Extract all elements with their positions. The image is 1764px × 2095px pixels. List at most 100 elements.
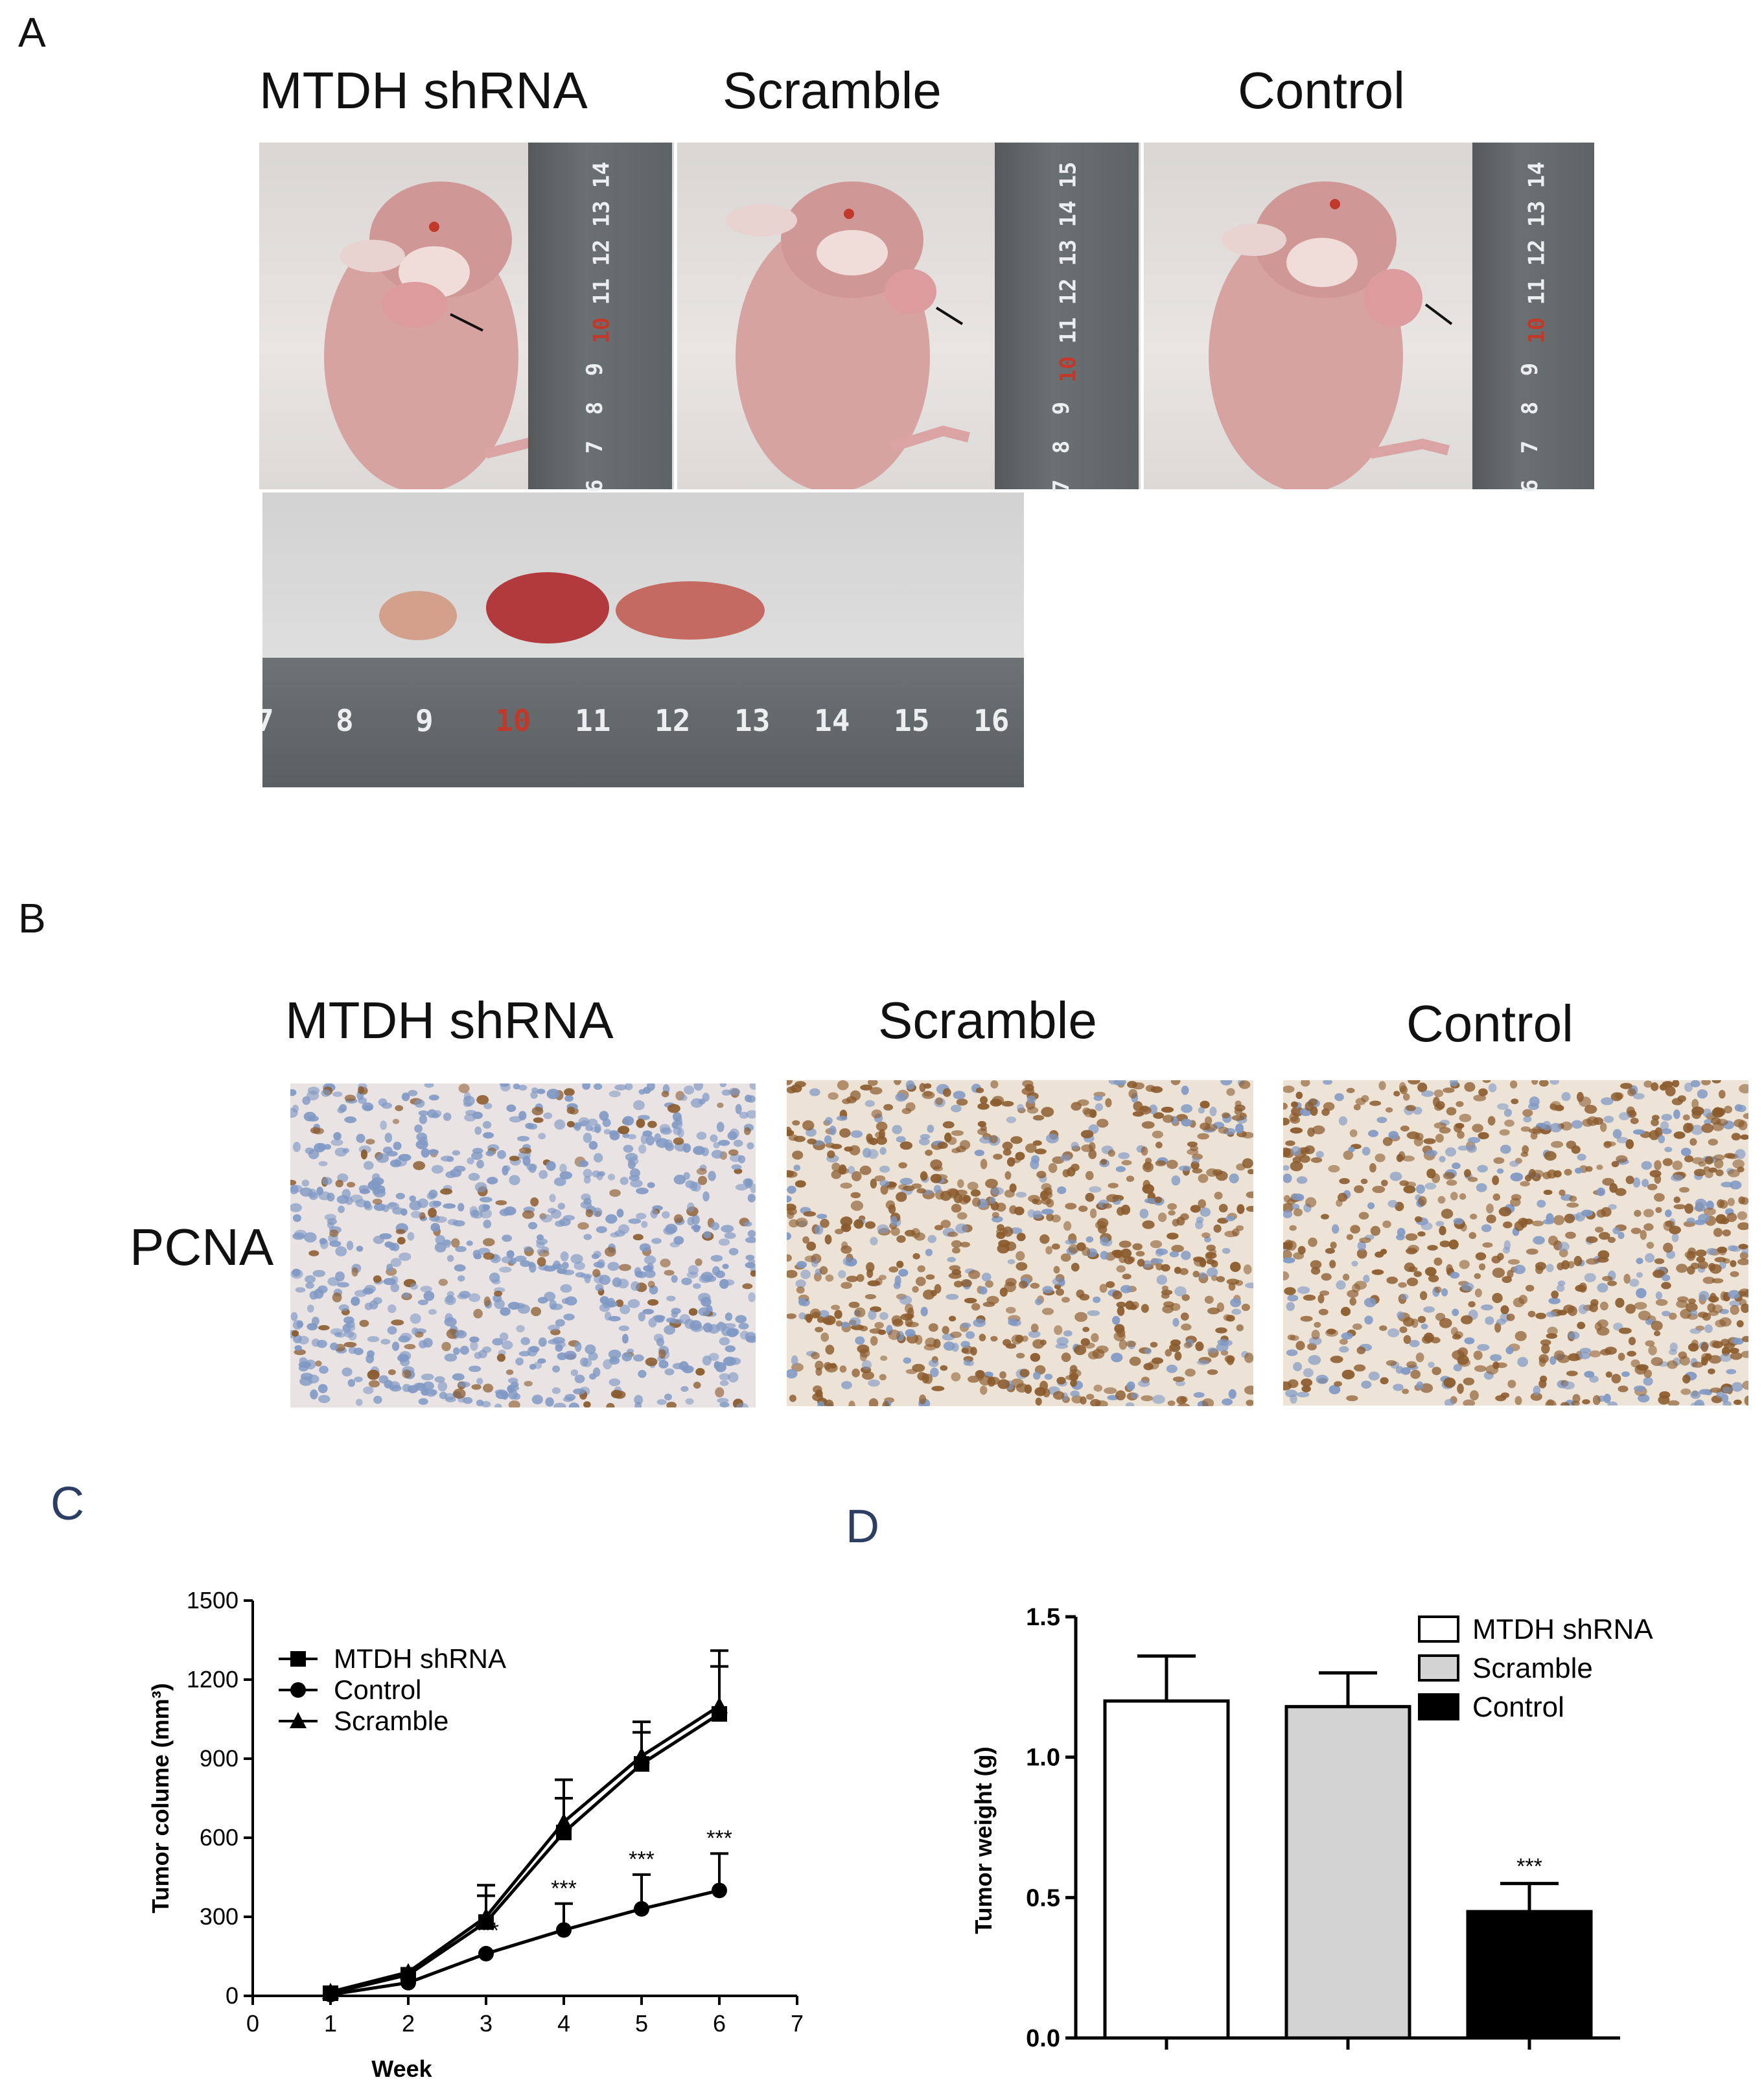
nucleus [621,1352,632,1361]
nucleus [408,1090,418,1096]
stained-nucleus [839,1365,847,1373]
stained-nucleus [934,1284,942,1294]
panel-b-label-mtdh: MTDH shRNA [285,991,614,1049]
stained-nucleus [1247,1169,1253,1175]
stained-nucleus [1423,1332,1434,1343]
stained-nucleus [1595,1227,1604,1233]
nucleus [1579,1352,1591,1360]
stained-nucleus [1157,1212,1167,1222]
nucleus [1198,1107,1205,1114]
stained-nucleus [848,1400,855,1406]
nucleus [1388,1131,1399,1140]
stained-nucleus [1473,1350,1483,1360]
ruler-control: 14 13 12 11 10 9 8 7 6 [1472,143,1594,492]
stained-nucleus [869,1137,878,1146]
stained-nucleus [1187,1149,1199,1155]
stained-nucleus [1150,1240,1163,1249]
stained-nucleus [875,1131,885,1139]
stained-nucleus [1054,1325,1063,1336]
nucleus [728,1372,739,1383]
stained-nucleus [1592,1395,1601,1406]
stained-nucleus [1459,1113,1472,1122]
nucleus [344,1116,357,1124]
series-line [330,1704,721,1994]
tumor-specimens [379,572,765,643]
panel-letter-a: A [18,9,46,56]
stained-nucleus [1070,1379,1077,1387]
significance-label: *** [551,1876,577,1901]
stained-nucleus [1041,1308,1054,1315]
nucleus [723,1356,736,1367]
nucleus [387,1326,397,1335]
stained-nucleus [1596,1256,1609,1263]
nucleus [307,1304,314,1313]
stained-nucleus [834,1310,842,1319]
nucleus [443,1112,452,1121]
stained-nucleus [1446,1107,1457,1116]
stained-nucleus [1651,1118,1659,1126]
nucleus [730,1153,742,1163]
stained-nucleus [1359,1237,1371,1244]
stained-nucleus [1418,1196,1427,1207]
stained-nucleus [1041,1107,1054,1117]
nucleus [307,1374,319,1383]
nucleus [562,1262,569,1269]
stained-nucleus [438,1279,448,1286]
nucleus [672,1363,684,1369]
nucleus [1228,1389,1236,1399]
nucleus [574,1374,585,1383]
stained-nucleus [1439,1318,1452,1328]
stained-nucleus [1085,1171,1094,1181]
nucleus [331,1139,343,1146]
nucleus [1452,1308,1459,1316]
ruler-number: 8 [336,703,354,738]
ruler-number: 13 [734,703,771,738]
stained-nucleus [1415,1133,1424,1140]
nucleus [336,1195,349,1204]
nucleus [500,1083,509,1087]
stained-nucleus [979,1375,992,1386]
stained-nucleus [948,1272,962,1279]
nucleus [1100,1251,1109,1260]
ruler-number: 9 [582,362,609,376]
stained-nucleus [980,1385,988,1395]
stained-nucleus [1127,1081,1137,1089]
nucleus [1329,1385,1341,1395]
nucleus [560,1284,572,1293]
nucleus [683,1172,690,1180]
nucleus [718,1140,730,1146]
nucleus [627,1160,636,1170]
stained-nucleus [1113,1331,1126,1341]
nucleus [1296,1176,1308,1184]
nucleus [1735,1149,1746,1159]
nucleus [1363,1275,1370,1283]
panel-a-label-control: Control [1238,62,1405,119]
stained-nucleus [1493,1157,1505,1164]
stained-nucleus [1011,1334,1023,1345]
stained-nucleus [1450,1192,1458,1201]
nucleus [841,1321,850,1328]
nucleus [307,1087,319,1094]
stained-nucleus [1417,1082,1428,1093]
stained-nucleus [1727,1198,1735,1207]
nucleus [292,1142,301,1152]
nucleus [1028,1330,1041,1338]
stained-nucleus [1030,1282,1040,1289]
stained-nucleus [1015,1152,1025,1161]
nucleus [1721,1181,1734,1188]
stained-nucleus [1647,1183,1658,1190]
ihc-image-mtdh [290,1083,756,1407]
nucleus [930,1367,939,1378]
stained-nucleus [1546,1399,1554,1406]
nucleus [391,1243,400,1251]
stained-nucleus [1283,1102,1288,1110]
nucleus [1697,1089,1708,1099]
stained-nucleus [1166,1233,1179,1240]
nucleus [1645,1253,1654,1263]
nucleus [919,1138,930,1146]
stained-nucleus [1195,1341,1204,1352]
stained-nucleus [495,1200,507,1206]
nucleus [1126,1402,1135,1406]
nucleus [1461,1282,1474,1291]
